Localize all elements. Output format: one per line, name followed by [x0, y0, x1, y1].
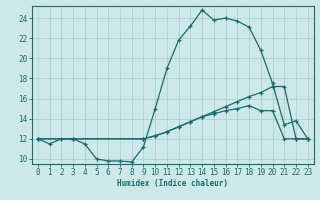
- X-axis label: Humidex (Indice chaleur): Humidex (Indice chaleur): [117, 179, 228, 188]
